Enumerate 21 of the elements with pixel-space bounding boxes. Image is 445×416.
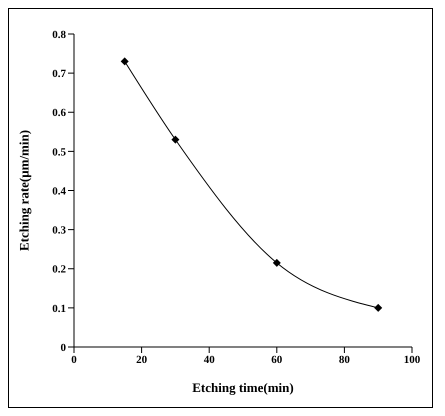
point [272, 258, 281, 267]
y-tick-label: 0.8 [52, 28, 66, 41]
x-tick-label: 80 [338, 354, 350, 366]
y-tick-label: 0.4 [52, 185, 66, 198]
x-axis-title: Etching time(min) [192, 380, 294, 395]
point [171, 136, 180, 144]
point [120, 57, 129, 66]
y-tick-label: 0.3 [52, 224, 66, 237]
y-tick-label: 0.1 [52, 302, 66, 315]
x-tick-label: 40 [204, 354, 216, 366]
x-tick-label: 60 [271, 354, 283, 366]
y-tick-label: 0 [60, 342, 66, 354]
y-tick-label: 0.2 [52, 264, 66, 276]
point [374, 304, 382, 312]
y-axis-title: Etching rate(μm/min) [16, 130, 32, 252]
x-tick-label: 20 [136, 354, 148, 366]
y-tick-label: 0.6 [52, 107, 66, 120]
y-tick-label: 0.5 [52, 146, 66, 158]
y-tick-label: 0.7 [52, 68, 66, 80]
x-tick-label: 100 [404, 354, 421, 366]
x-tick-label: 0 [71, 354, 78, 366]
